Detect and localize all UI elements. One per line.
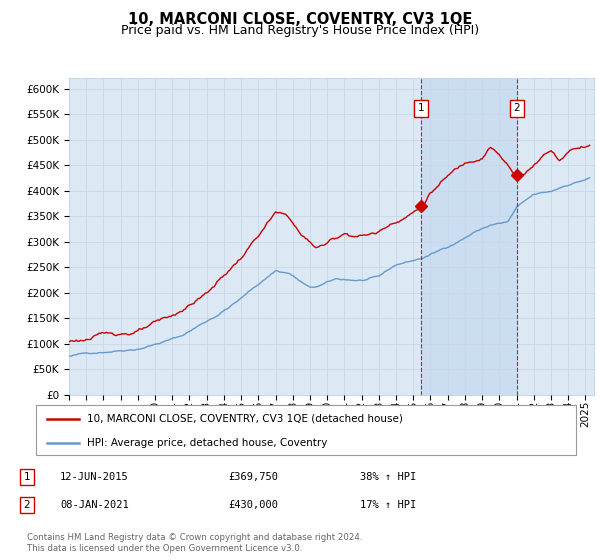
Bar (421, 78, 517, 395)
Text: 17% ↑ HPI: 17% ↑ HPI (360, 500, 416, 510)
Text: Price paid vs. HM Land Registry's House Price Index (HPI): Price paid vs. HM Land Registry's House … (121, 24, 479, 37)
Text: HPI: Average price, detached house, Coventry: HPI: Average price, detached house, Cove… (88, 438, 328, 449)
Text: £369,750: £369,750 (228, 472, 278, 482)
Text: 38% ↑ HPI: 38% ↑ HPI (360, 472, 416, 482)
Text: 10, MARCONI CLOSE, COVENTRY, CV3 1QE (detached house): 10, MARCONI CLOSE, COVENTRY, CV3 1QE (de… (88, 414, 403, 424)
Text: 2: 2 (514, 104, 520, 114)
Text: £430,000: £430,000 (228, 500, 278, 510)
Text: 1: 1 (23, 472, 31, 482)
Text: 12-JUN-2015: 12-JUN-2015 (60, 472, 129, 482)
Text: 2: 2 (23, 500, 31, 510)
Text: 08-JAN-2021: 08-JAN-2021 (60, 500, 129, 510)
Text: Contains HM Land Registry data © Crown copyright and database right 2024.
This d: Contains HM Land Registry data © Crown c… (27, 533, 362, 553)
Text: 10, MARCONI CLOSE, COVENTRY, CV3 1QE: 10, MARCONI CLOSE, COVENTRY, CV3 1QE (128, 12, 472, 27)
Text: 1: 1 (418, 104, 424, 114)
